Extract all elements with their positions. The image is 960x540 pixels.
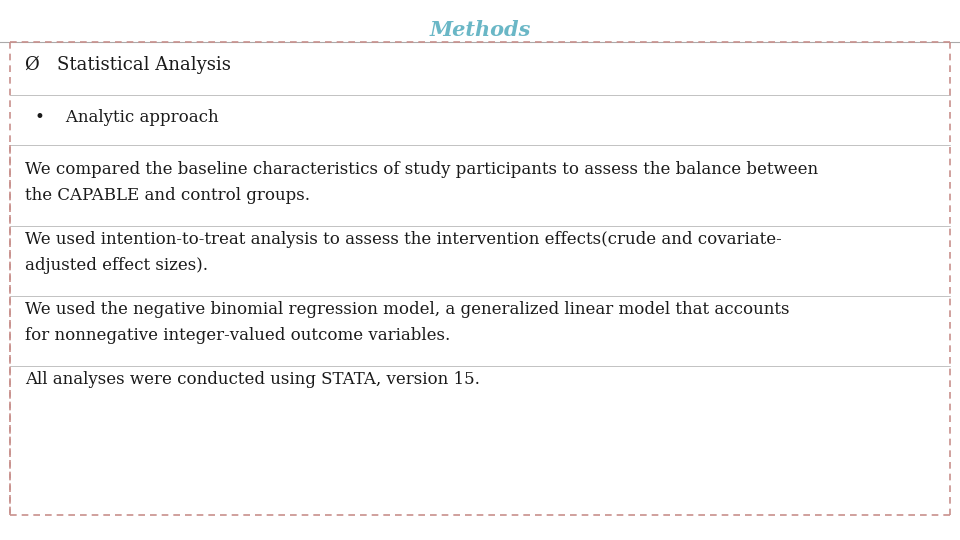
Text: We compared the baseline characteristics of study participants to assess the bal: We compared the baseline characteristics… (25, 161, 818, 179)
Text: the CAPABLE and control groups.: the CAPABLE and control groups. (25, 187, 310, 205)
Text: •    Analytic approach: • Analytic approach (35, 109, 219, 125)
Text: Ø   Statistical Analysis: Ø Statistical Analysis (25, 56, 230, 74)
Text: adjusted effect sizes).: adjusted effect sizes). (25, 258, 208, 274)
Text: All analyses were conducted using STATA, version 15.: All analyses were conducted using STATA,… (25, 372, 480, 388)
Text: for nonnegative integer-valued outcome variables.: for nonnegative integer-valued outcome v… (25, 327, 450, 345)
Text: Methods: Methods (429, 20, 531, 40)
Text: We used intention-to-treat analysis to assess the intervention effects(crude and: We used intention-to-treat analysis to a… (25, 232, 781, 248)
Text: We used the negative binomial regression model, a generalized linear model that : We used the negative binomial regression… (25, 301, 789, 319)
